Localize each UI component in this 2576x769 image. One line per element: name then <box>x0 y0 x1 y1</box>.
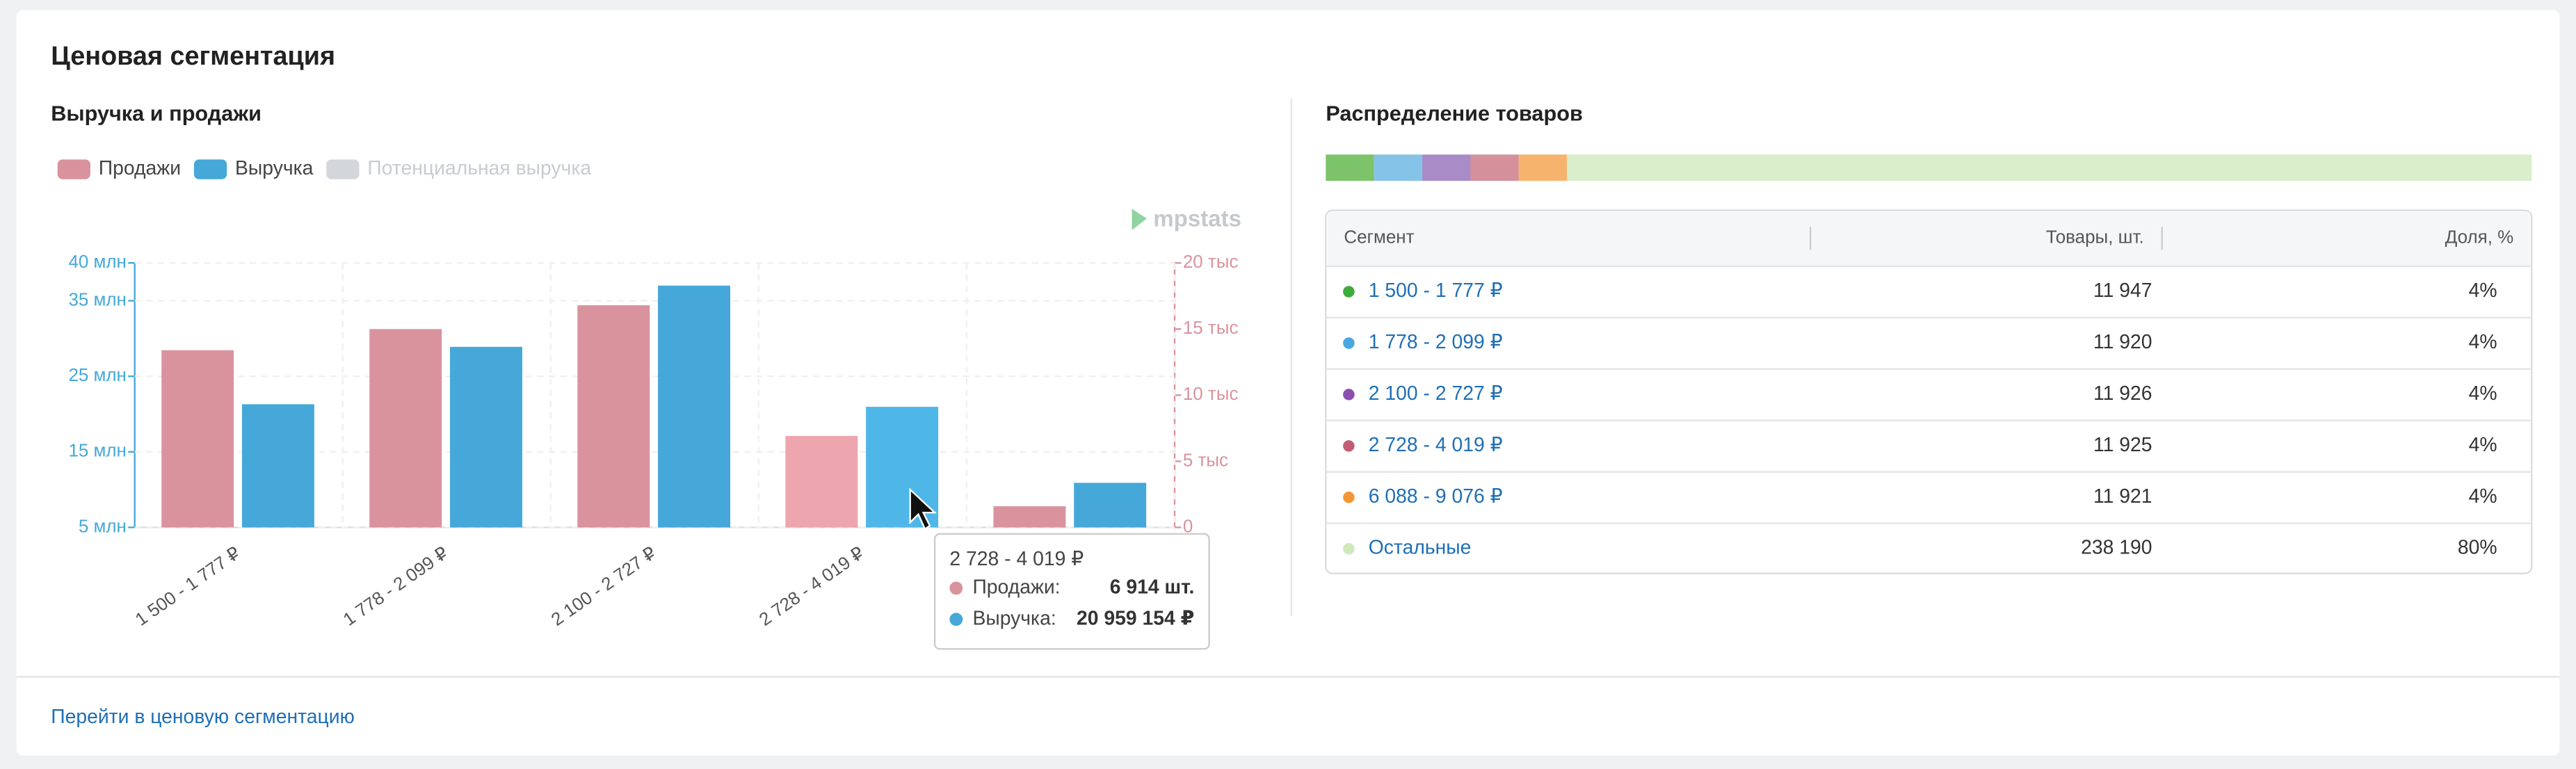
share: 4% <box>2469 280 2497 302</box>
logo-icon <box>1132 209 1147 230</box>
tooltip-dot <box>949 581 963 595</box>
column-header: Доля, % <box>2445 227 2514 248</box>
table-frame <box>1325 209 2533 574</box>
count: 11 926 <box>2093 382 2152 405</box>
segment-dot <box>1343 492 1355 503</box>
y-tick-label: 35 млн <box>68 289 126 309</box>
segment-link[interactable]: 1 778 - 2 099 ₽ <box>1369 331 1503 353</box>
share-segment <box>1518 154 1568 181</box>
column-header: Сегмент <box>1344 227 1414 248</box>
footer-link[interactable]: Перейти в ценовую сегментацию <box>51 706 355 728</box>
bar[interactable] <box>161 350 234 528</box>
y-tick-label: 15 млн <box>68 440 126 461</box>
segment-dot <box>1343 542 1355 555</box>
column-header: Товары, шт. <box>2046 227 2144 248</box>
distribution-title: Распределение товаров <box>1326 102 1583 126</box>
bar[interactable] <box>993 506 1066 528</box>
chart-title: Выручка и продажи <box>51 102 261 126</box>
bar[interactable] <box>450 346 522 528</box>
bar[interactable] <box>577 305 650 528</box>
count: 11 920 <box>2093 331 2152 353</box>
y2-tick-label: 5 тыс <box>1183 449 1228 470</box>
bar[interactable] <box>1074 483 1147 528</box>
tooltip-box <box>933 533 1210 650</box>
y2-tick-label: 10 тыс <box>1183 383 1239 404</box>
count: 11 921 <box>2093 485 2152 508</box>
y-tick-label: 25 млн <box>68 364 126 385</box>
legend-swatch <box>57 159 90 179</box>
share-segment <box>1422 154 1471 181</box>
tooltip-label: Выручка: <box>972 607 1056 629</box>
bar[interactable] <box>369 329 442 528</box>
legend-swatch <box>326 159 360 179</box>
count: 11 947 <box>2093 280 2152 302</box>
legend-label[interactable]: Выручка <box>235 157 314 179</box>
tooltip-value: 6 914 шт. <box>1110 576 1195 598</box>
y2-tick-label: 20 тыс <box>1183 251 1239 272</box>
segment-link[interactable]: 2 100 - 2 727 ₽ <box>1369 382 1503 405</box>
cursor <box>909 487 937 531</box>
segment-dot <box>1343 389 1355 400</box>
share: 4% <box>2469 382 2497 405</box>
segment-link[interactable]: 6 088 - 9 076 ₽ <box>1369 485 1503 508</box>
share: 80% <box>2458 537 2497 559</box>
share-segment <box>1470 154 1519 181</box>
share: 4% <box>2469 485 2497 508</box>
y-tick-label: 5 млн <box>79 515 127 536</box>
y2-tick-label: 15 тыс <box>1183 317 1239 338</box>
table-header-bg <box>1327 211 2530 266</box>
bar[interactable] <box>241 404 314 528</box>
segment-link[interactable]: 2 728 - 4 019 ₽ <box>1369 434 1503 456</box>
share: 4% <box>2469 434 2497 456</box>
bar[interactable] <box>658 285 731 528</box>
share-segment <box>1326 154 1374 181</box>
tooltip-title: 2 728 - 4 019 ₽ <box>949 548 1084 570</box>
segment-dot <box>1343 337 1355 349</box>
count: 11 925 <box>2093 434 2152 456</box>
share-segment <box>1374 154 1423 181</box>
y-tick-label: 40 млн <box>68 251 126 272</box>
legend-swatch <box>193 159 227 179</box>
segment-link[interactable]: 1 500 - 1 777 ₽ <box>1369 280 1503 302</box>
logo: mpstats <box>1153 207 1241 232</box>
tooltip-dot <box>949 613 963 626</box>
count: 238 190 <box>2081 537 2152 559</box>
bar[interactable] <box>785 436 858 528</box>
page-title: Ценовая сегментация <box>51 42 335 71</box>
segment-dot <box>1343 286 1355 298</box>
legend-label[interactable]: Потенциальная выручка <box>367 157 591 179</box>
legend-label[interactable]: Продажи <box>99 157 181 179</box>
segment-dot <box>1343 440 1355 452</box>
share-segment <box>1567 154 2532 181</box>
segment-link[interactable]: Остальные <box>1369 537 1472 559</box>
tooltip-value: 20 959 154 ₽ <box>1077 607 1194 629</box>
y2-tick-label: 0 <box>1183 515 1193 536</box>
tooltip-label: Продажи: <box>972 576 1060 598</box>
share: 4% <box>2469 331 2497 353</box>
